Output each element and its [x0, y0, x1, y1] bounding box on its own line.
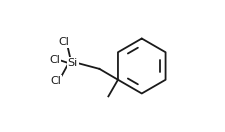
Text: Cl: Cl [49, 55, 60, 65]
Text: Cl: Cl [50, 76, 61, 86]
Text: Si: Si [67, 58, 78, 68]
Text: Cl: Cl [58, 37, 69, 47]
